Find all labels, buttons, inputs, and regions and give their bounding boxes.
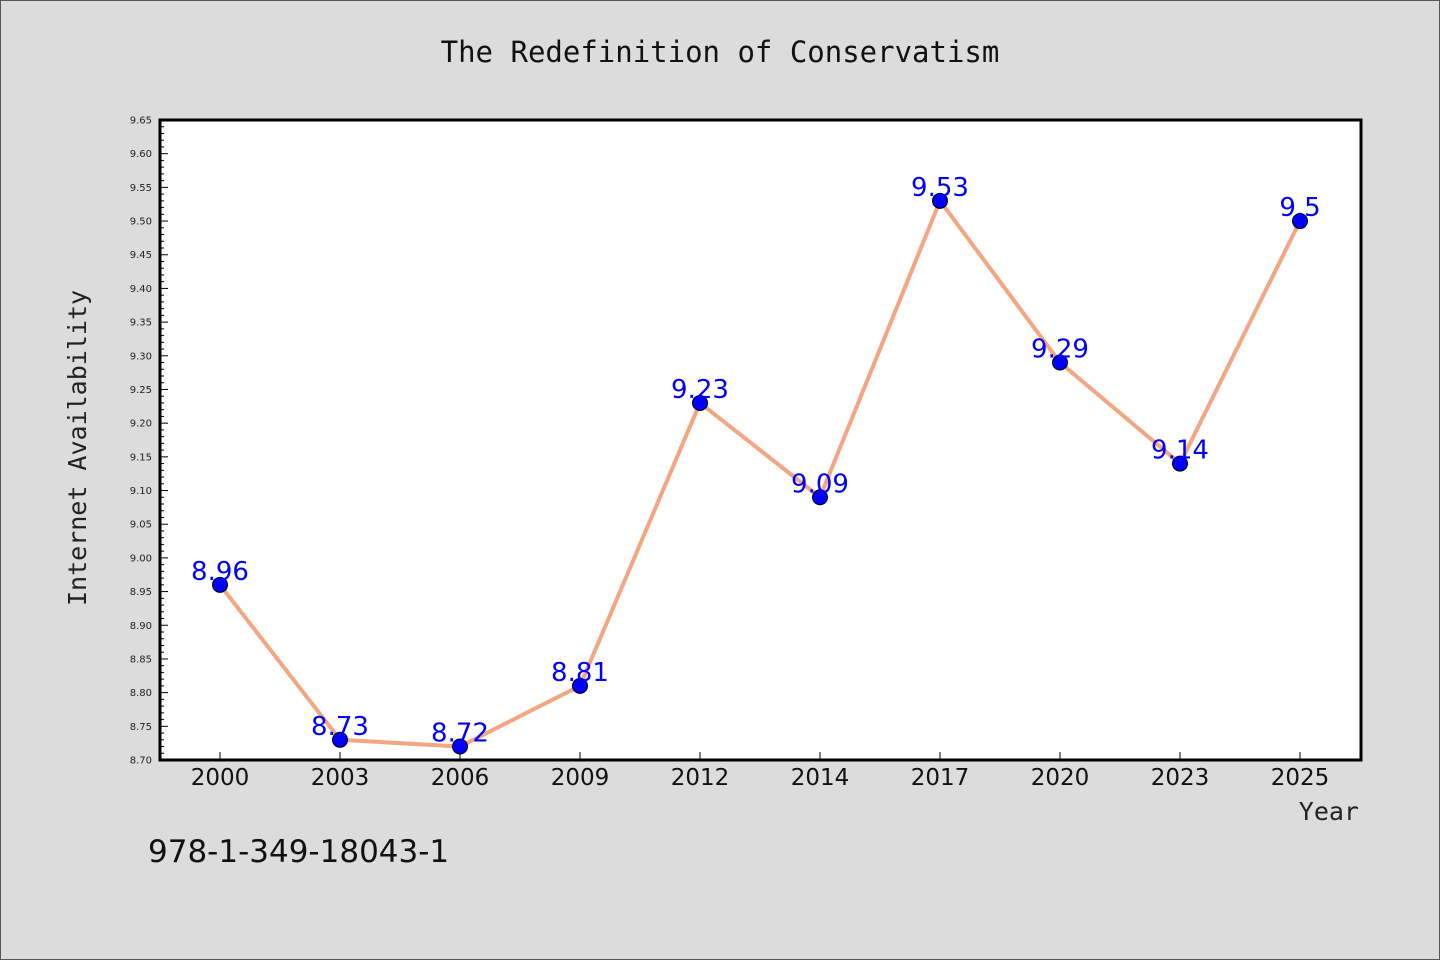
data-label: 9.53 xyxy=(911,173,969,203)
data-point xyxy=(932,192,948,209)
chart-title: The Redefinition of Conservatism xyxy=(441,35,1000,69)
y-tick-label: 8.95 xyxy=(130,587,152,598)
x-tick-label: 2014 xyxy=(791,765,850,791)
data-point xyxy=(452,738,468,755)
y-tick-label: 9.05 xyxy=(130,520,152,531)
data-label: 8.73 xyxy=(311,712,369,742)
series-line xyxy=(218,198,1302,749)
y-tick-label: 8.85 xyxy=(130,654,152,665)
y-tick-label: 8.75 xyxy=(130,722,152,733)
data-point xyxy=(692,394,708,411)
x-tick-label: 2025 xyxy=(1271,765,1330,791)
y-tick-label: 9.10 xyxy=(130,486,152,497)
y-axis-label: Internet Availability xyxy=(63,290,92,606)
y-tick-label: 9.55 xyxy=(130,183,152,194)
y-tick-label: 9.15 xyxy=(130,452,152,463)
data-label: 8.72 xyxy=(431,719,489,749)
data-label: 9.29 xyxy=(1031,335,1089,365)
x-tick-label: 2012 xyxy=(671,765,730,791)
x-tick-label: 2006 xyxy=(431,765,490,791)
data-point xyxy=(1052,354,1068,371)
data-point xyxy=(1292,213,1308,230)
x-tick-label: 2023 xyxy=(1151,765,1210,791)
y-tick-label: 9.30 xyxy=(130,351,152,362)
data-point xyxy=(1172,455,1188,472)
y-tick-label: 8.70 xyxy=(130,756,152,767)
x-tick-label: 2020 xyxy=(1031,765,1090,791)
data-label-layer: 8.96 8.73 8.72 8.81 9.23 9.09 9.53 9.29 9.14 9.5 xyxy=(191,173,1321,749)
data-point xyxy=(812,489,828,506)
x-tick-label: 2017 xyxy=(911,765,970,791)
data-label: 9.23 xyxy=(671,375,729,405)
y-tick-label: 9.35 xyxy=(130,318,152,329)
data-point xyxy=(572,677,588,694)
y-tick-label: 9.60 xyxy=(130,149,152,160)
x-axis: 2000 2003 2006 2009 2012 2014 2017 2020 2023 2025 xyxy=(191,752,1330,791)
x-tick-label: 2003 xyxy=(311,765,370,791)
series-layer xyxy=(212,192,1308,755)
isbn-code: 978-1-349-18043-1 xyxy=(148,834,450,870)
data-label: 9.14 xyxy=(1151,436,1209,466)
y-axis: 8.70 8.75 8.80 8.85 8.90 8.95 9.00 9.05 9.10 9.15… xyxy=(130,116,168,767)
y-tick-label: 8.80 xyxy=(130,688,152,699)
data-label: 9.09 xyxy=(791,469,849,499)
y-tick-label: 9.40 xyxy=(130,284,152,295)
data-label: 8.81 xyxy=(551,658,609,688)
data-point xyxy=(332,731,348,748)
y-tick-label: 9.65 xyxy=(130,116,152,127)
data-label: 8.96 xyxy=(191,557,249,587)
data-point xyxy=(212,576,228,593)
y-tick-label: 9.45 xyxy=(130,250,152,261)
x-tick-label: 2000 xyxy=(191,765,250,791)
x-tick-label: 2009 xyxy=(551,765,610,791)
y-tick-label: 8.90 xyxy=(130,621,152,632)
y-tick-label: 9.25 xyxy=(130,385,152,396)
y-tick-label: 9.50 xyxy=(130,217,152,228)
plot-area xyxy=(158,118,1363,762)
y-tick-label: 9.20 xyxy=(130,419,152,430)
data-label: 9.5 xyxy=(1279,193,1320,223)
y-tick-label: 9.00 xyxy=(130,553,152,564)
x-axis-label: Year xyxy=(1299,797,1359,826)
